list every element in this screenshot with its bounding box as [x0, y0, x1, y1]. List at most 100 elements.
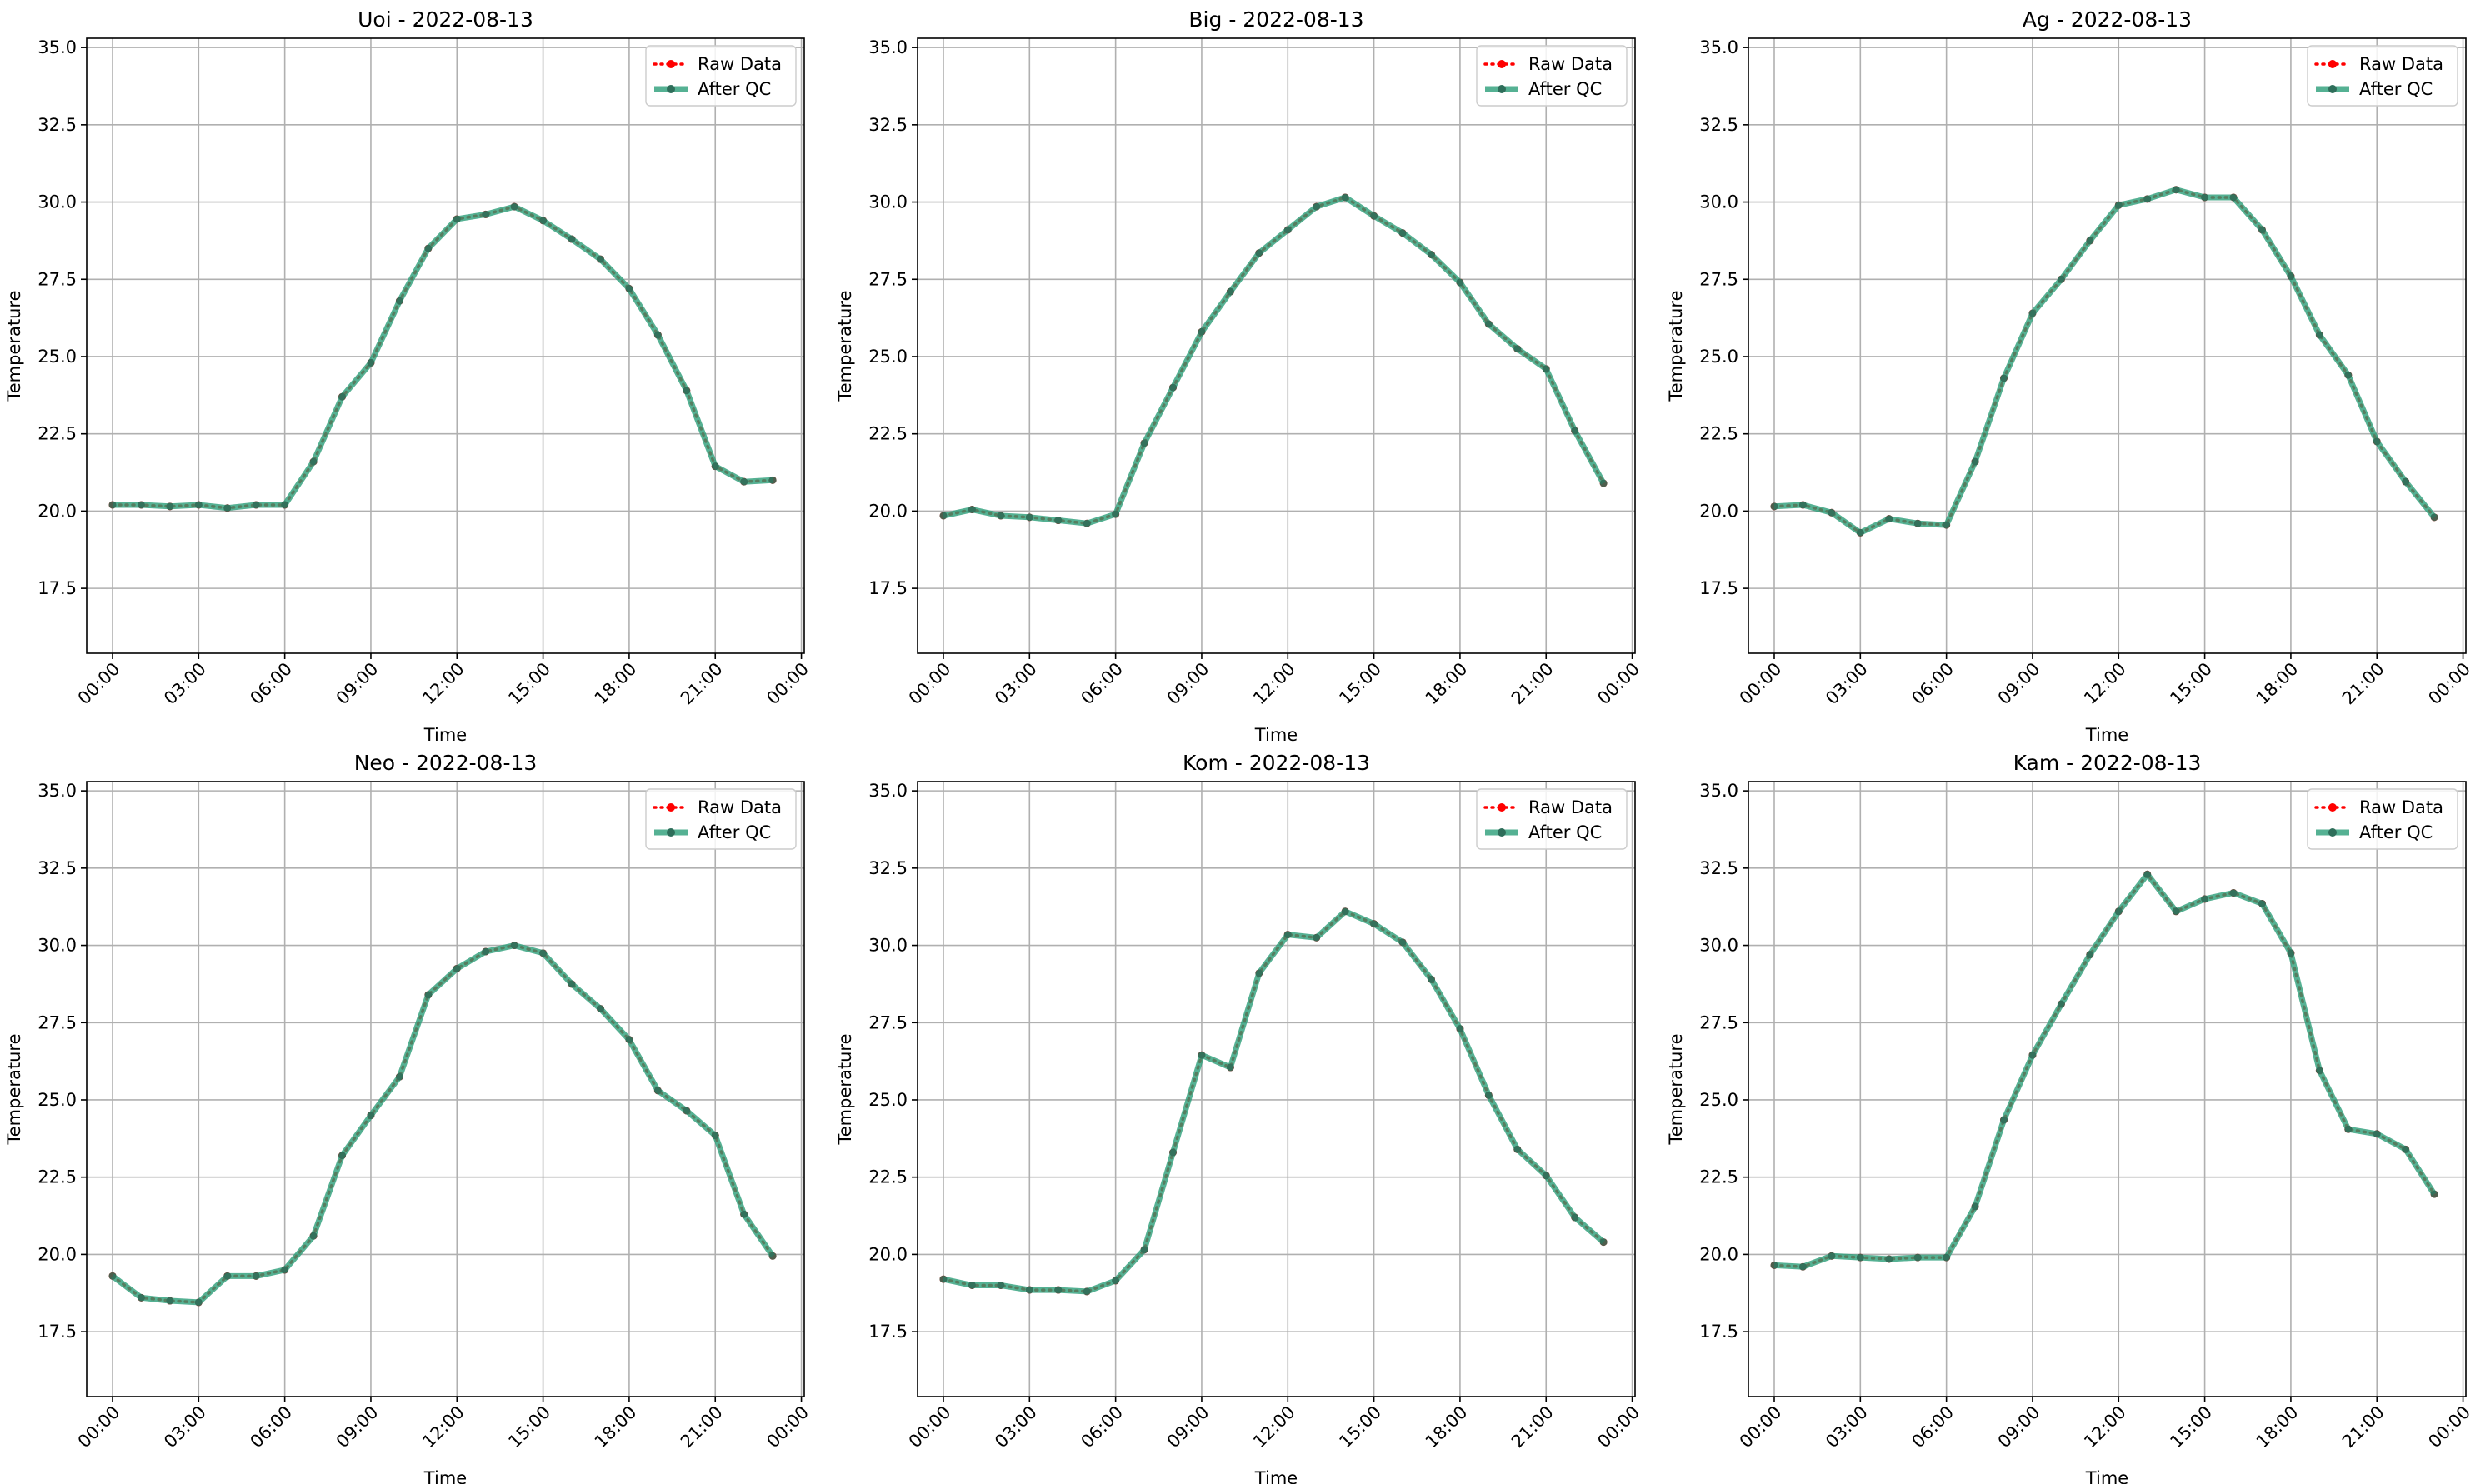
x-tick-label: 09:00	[1163, 659, 1213, 709]
after-qc-point	[1856, 528, 1864, 537]
after-qc-point	[137, 1293, 145, 1302]
x-tick-label: 12:00	[2080, 659, 2130, 709]
after-qc-point	[1341, 193, 1349, 202]
after-qc-point	[1140, 1246, 1148, 1254]
after-qc-line	[1773, 187, 2437, 536]
x-tick-label: 18:00	[591, 659, 641, 709]
after-qc-point	[2430, 513, 2438, 522]
x-tick-label: 15:00	[504, 659, 554, 709]
x-axis-label: Time	[1254, 725, 1298, 745]
after-qc-point	[2229, 889, 2238, 897]
x-tick-label: 12:00	[2080, 1402, 2130, 1452]
legend-raw-label: Raw Data	[698, 54, 782, 74]
after-qc-point	[1856, 1253, 1864, 1262]
after-qc-point	[2258, 899, 2266, 907]
after-qc-point	[625, 1036, 633, 1044]
after-qc-point	[1971, 457, 1979, 466]
legend: Raw Data After QC	[645, 788, 797, 850]
x-tick-label: 15:00	[1335, 659, 1385, 709]
chart-panel: 17.5 20.0 22.5 25.0 27.5 30.0 32.5 35.0 00:00 03:…	[4, 7, 813, 745]
after-qc-point	[2000, 374, 2008, 382]
y-tick-label: 17.5	[868, 1322, 908, 1342]
y-tick-label: 30.0	[1699, 936, 1738, 956]
legend-raw-label: Raw Data	[1528, 797, 1613, 817]
after-qc-point	[939, 1275, 948, 1283]
chart-panel: 17.5 20.0 22.5 25.0 27.5 30.0 32.5 35.0 00:00 03:…	[835, 751, 1643, 1484]
after-qc-point	[2287, 272, 2295, 281]
after-qc-point	[1083, 1287, 1091, 1296]
after-qc-point	[2315, 331, 2323, 339]
after-qc-point	[137, 501, 145, 509]
legend: Raw Data After QC	[1476, 45, 1628, 107]
raw-data-line	[942, 196, 1605, 525]
y-tick-label: 35.0	[868, 37, 908, 57]
after-qc-point	[1198, 327, 1206, 336]
x-tick-label: 06:00	[1077, 1402, 1127, 1452]
y-tick-label: 25.0	[38, 347, 77, 367]
legend: Raw Data After QC	[645, 45, 797, 107]
y-tick-label: 25.0	[1699, 347, 1738, 367]
after-qc-point	[2344, 371, 2353, 379]
y-axis-label: Temperature	[835, 1033, 855, 1145]
after-qc-point	[1885, 1255, 1893, 1263]
after-qc-point	[1255, 249, 1263, 257]
legend-raw-label: Raw Data	[2359, 797, 2443, 817]
after-qc-point	[2373, 437, 2381, 446]
legend-raw-marker	[2328, 60, 2337, 68]
y-tick-label: 30.0	[868, 192, 908, 212]
axes-frame	[86, 781, 805, 1397]
x-tick-label: 00:00	[905, 659, 955, 709]
after-qc-line	[943, 908, 1606, 1295]
y-tick-label: 32.5	[1699, 115, 1738, 135]
after-qc-point	[281, 1266, 289, 1274]
after-qc-point	[1398, 938, 1407, 947]
after-qc-point	[1054, 517, 1063, 525]
after-qc-point	[2315, 1067, 2323, 1075]
after-qc-point	[539, 217, 548, 225]
after-qc-point	[1770, 1261, 1778, 1269]
y-tick-label: 35.0	[38, 781, 77, 801]
after-qc-point	[2201, 193, 2209, 202]
after-qc-point	[424, 991, 433, 999]
x-axis-label: Time	[423, 1468, 467, 1484]
after-qc-point	[223, 1272, 232, 1280]
chart-title: Uoi - 2022-08-13	[358, 7, 533, 32]
after-qc-point	[367, 358, 375, 367]
after-qc-point	[2086, 951, 2094, 959]
x-tick-label: 12:00	[418, 659, 468, 709]
after-qc-point	[1798, 501, 1807, 509]
y-tick-label: 35.0	[1699, 37, 1738, 57]
y-tick-label: 27.5	[38, 269, 77, 289]
after-qc-point	[2229, 193, 2238, 202]
x-tick-label: 00:00	[763, 659, 813, 709]
grid	[918, 782, 1635, 1397]
after-qc-point	[1542, 1172, 1550, 1180]
x-tick-label: 21:00	[677, 1402, 727, 1452]
x-tick-label: 06:00	[1077, 659, 1127, 709]
legend-qc-label: After QC	[2359, 79, 2433, 99]
raw-data-line	[942, 909, 1605, 1293]
y-tick-label: 27.5	[868, 1012, 908, 1032]
x-tick-label: 00:00	[1736, 659, 1786, 709]
y-tick-label: 22.5	[868, 424, 908, 444]
x-tick-label: 06:00	[246, 1402, 296, 1452]
legend-raw-label: Raw Data	[1528, 54, 1613, 74]
y-tick-label: 17.5	[38, 1322, 77, 1342]
y-tick-label: 25.0	[38, 1090, 77, 1110]
after-qc-series	[939, 907, 1608, 1296]
x-axis-label: Time	[1254, 1468, 1298, 1484]
grid	[87, 782, 804, 1397]
after-qc-series	[1770, 186, 2438, 537]
x-tick-label: 15:00	[1335, 1402, 1385, 1452]
raw-data-series	[108, 942, 777, 1307]
y-axis-label: Temperature	[4, 290, 24, 402]
after-qc-point	[1571, 427, 1579, 435]
after-qc-point	[1599, 479, 1608, 487]
after-qc-point	[596, 1005, 604, 1013]
y-tick-label: 30.0	[38, 192, 77, 212]
chart-panel: 17.5 20.0 22.5 25.0 27.5 30.0 32.5 35.0 00:00 03:…	[1666, 751, 2474, 1484]
after-qc-point	[1542, 365, 1550, 373]
after-qc-point	[1571, 1213, 1579, 1222]
y-tick-label: 35.0	[38, 37, 77, 57]
after-qc-point	[108, 501, 117, 509]
